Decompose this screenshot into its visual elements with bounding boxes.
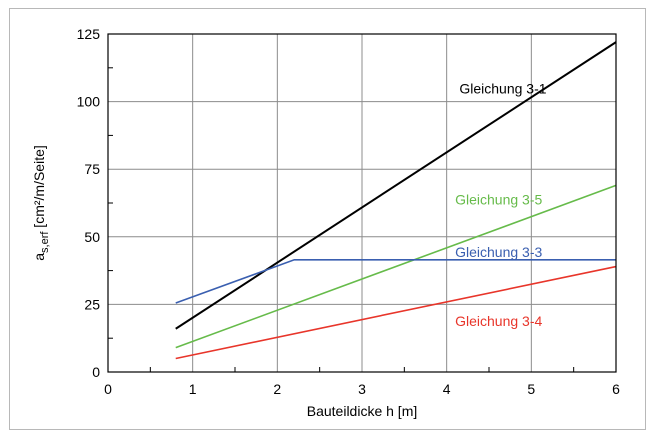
series-line-gleichung-3-5 <box>175 184 617 349</box>
minor-ticks <box>108 67 575 372</box>
chart-frame <box>9 8 646 430</box>
x-tick-label: 3 <box>358 381 366 397</box>
y-tick-label: 125 <box>77 26 101 42</box>
x-tick-label: 0 <box>104 381 112 397</box>
y-tick-label: 0 <box>92 364 100 380</box>
y-axis-title-main: a <box>31 253 47 261</box>
series-line-gleichung-3-4 <box>175 265 617 360</box>
x-tick-label: 4 <box>443 381 451 397</box>
x-tick-label: 6 <box>612 381 620 397</box>
y-tick-label: 25 <box>84 296 100 312</box>
y-axis-title-subscript: s,erf <box>39 231 51 253</box>
y-axis-title-unit: [cm²/m/Seite] <box>31 145 47 231</box>
x-tick-label: 1 <box>189 381 197 397</box>
y-tick-label: 75 <box>84 161 100 177</box>
y-tick-label: 50 <box>84 229 100 245</box>
series-label: Gleichung 3-5 <box>455 191 542 207</box>
series-line-gleichung-3-1 <box>175 41 617 330</box>
series-line-gleichung-3-3 <box>175 258 616 304</box>
series-labels: Gleichung 3-1 Gleichung 3-5 Gleichung 3-3 G… <box>455 80 547 329</box>
y-tick-label: 100 <box>77 94 101 110</box>
plot-area-border <box>107 33 617 373</box>
y-tick-labels: 0 25 50 75 100 125 <box>77 26 101 380</box>
x-tick-label: 2 <box>273 381 281 397</box>
grid <box>108 34 616 372</box>
series-label: Gleichung 3-4 <box>455 313 542 329</box>
x-tick-label: 5 <box>527 381 535 397</box>
x-axis-title: Bauteildicke h [m] <box>307 403 418 419</box>
y-axis-title: as,erf [cm²/m/Seite] <box>31 145 51 261</box>
series-label: Gleichung 3-1 <box>459 80 546 96</box>
x-tick-labels: 0 1 2 3 4 5 6 <box>104 381 620 397</box>
series-label: Gleichung 3-3 <box>455 244 542 260</box>
series-lines <box>175 41 617 360</box>
